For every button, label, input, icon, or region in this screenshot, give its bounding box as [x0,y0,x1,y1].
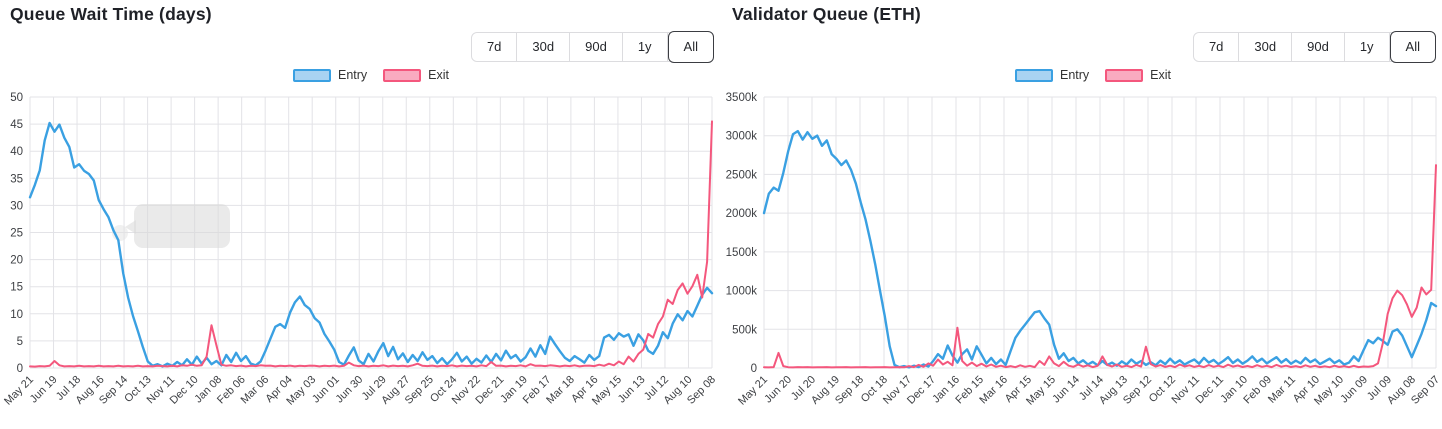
range-button-all[interactable]: All [1389,31,1436,63]
legend-item-entry[interactable]: Entry [1014,68,1090,82]
x-axis-label: Mar 11 [1266,374,1298,406]
range-button-90d[interactable]: 90d [570,33,623,61]
y-axis-label: 10 [10,309,23,321]
legend-label: Exit [1150,68,1172,82]
legend-swatch-icon [292,68,331,82]
legend-item-exit[interactable]: Exit [383,68,449,82]
y-axis-label: 0 [17,363,23,375]
y-axis-label: 0 [751,363,757,375]
x-axis-label: May 21 [736,374,770,408]
y-axis-label: 1000k [726,286,758,298]
y-axis-label: 3500k [726,92,758,104]
range-button-all[interactable]: All [667,31,714,63]
range-button-1y[interactable]: 1y [1344,33,1390,61]
x-axis-label: Jun 19 [28,374,60,406]
y-axis-label: 1500k [726,247,758,259]
chart-legend: Entry Exit [752,68,1434,82]
line-chart[interactable]: 0 500k 1000k 1500k 2000k 2500k 3000k 3500k May 2… [722,90,1442,429]
y-axis-label: 25 [10,228,23,240]
legend-swatch-icon [383,68,422,82]
range-button-30d[interactable]: 30d [1239,33,1293,61]
y-axis-label: 5 [17,336,23,348]
entry-series-line [28,121,714,368]
range-selector: 7d 30d 90d 1y All [470,31,714,63]
range-button-1y[interactable]: 1y [622,33,668,61]
x-axis-label: Jun 13 [616,374,648,406]
x-axis-label: Jun 20 [762,374,794,406]
range-button-7d[interactable]: 7d [1193,33,1240,61]
legend-swatch-icon [1014,68,1053,82]
exit-series-line [29,120,713,368]
y-axis-label: 2500k [726,169,758,181]
queue-wait-time-panel: Queue Wait Time (days) 7d 30d 90d 1y All Ent… [0,0,720,429]
legend-item-entry[interactable]: Entry [292,68,368,82]
y-axis-label: 2000k [726,208,758,220]
legend-label: Entry [1059,68,1090,82]
x-axis-label: May 21 [2,374,36,408]
chart-legend: Entry Exit [30,68,712,82]
exit-series-line [763,164,1437,369]
y-axis-label: 20 [10,255,23,267]
y-axis-label: 3000k [726,131,758,143]
x-axis-label: Jun 14 [1050,374,1082,406]
x-axis-label: Jun 09 [1338,374,1370,406]
range-button-90d[interactable]: 90d [1292,33,1345,61]
y-axis-label: 45 [10,119,23,131]
chart-title: Queue Wait Time (days) [10,4,212,24]
legend-label: Exit [428,68,450,82]
y-axis-label: 50 [10,92,23,104]
y-axis-label: 40 [10,146,23,158]
chart-title: Validator Queue (ETH) [732,4,921,24]
legend-label: Entry [337,68,368,82]
range-selector: 7d 30d 90d 1y All [1192,31,1436,63]
tooltip-ghost [112,204,230,248]
y-axis-label: 500k [732,324,757,336]
legend-item-exit[interactable]: Exit [1105,68,1171,82]
y-axis-label: 30 [10,200,23,212]
x-axis-label: Jun 30 [334,374,366,406]
range-button-30d[interactable]: 30d [517,33,571,61]
validator-queue-panel: Validator Queue (ETH) 7d 30d 90d 1y All Entr… [722,0,1442,429]
range-button-7d[interactable]: 7d [471,33,518,61]
legend-swatch-icon [1105,68,1144,82]
y-axis-label: 35 [10,173,23,185]
y-axis-label: 15 [10,282,23,294]
